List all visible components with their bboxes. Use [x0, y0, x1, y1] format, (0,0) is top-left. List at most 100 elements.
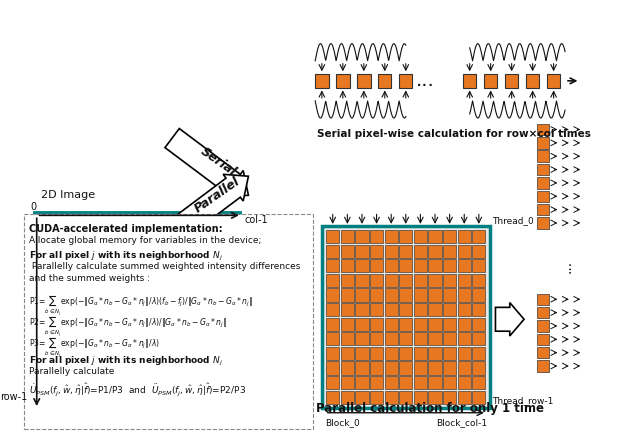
Bar	[472, 303, 485, 316]
Text: col-1: col-1	[245, 215, 268, 225]
Bar	[457, 376, 471, 389]
Bar	[355, 274, 368, 287]
Bar	[58, 365, 76, 381]
Bar	[505, 74, 518, 87]
Bar	[384, 317, 398, 331]
Bar	[414, 230, 427, 243]
Bar	[138, 273, 156, 289]
Bar	[197, 291, 215, 307]
Bar	[370, 245, 383, 258]
Bar	[370, 361, 383, 375]
FancyArrow shape	[165, 128, 248, 197]
Bar	[178, 236, 196, 252]
Bar	[78, 236, 96, 252]
Bar	[443, 274, 456, 287]
Bar	[355, 230, 368, 243]
Text: Parallelly calculate summed weighted intensity differences: Parallelly calculate summed weighted int…	[29, 262, 300, 271]
Bar	[457, 347, 471, 360]
Bar	[197, 328, 215, 344]
Bar	[457, 303, 471, 316]
Bar	[399, 303, 412, 316]
Bar	[158, 273, 176, 289]
Bar	[326, 303, 339, 316]
Bar	[414, 347, 427, 360]
Bar	[457, 274, 471, 287]
Bar	[414, 391, 427, 404]
Text: Parallel calculation for only 1 time: Parallel calculation for only 1 time	[316, 402, 543, 415]
Bar	[443, 332, 456, 345]
Bar	[98, 291, 116, 307]
Bar	[118, 383, 136, 400]
Bar	[178, 217, 196, 234]
Bar	[217, 328, 235, 344]
Bar	[472, 317, 485, 331]
Bar	[443, 245, 456, 258]
Bar	[118, 273, 136, 289]
Bar	[472, 259, 485, 273]
Bar	[537, 151, 549, 162]
Bar	[138, 217, 156, 234]
Bar	[38, 273, 56, 289]
Bar	[326, 289, 339, 301]
Text: and the summed weights :: and the summed weights :	[29, 274, 150, 282]
Bar	[341, 245, 354, 258]
Bar	[217, 383, 235, 400]
Bar	[472, 332, 485, 345]
Bar	[58, 383, 76, 400]
Bar	[355, 332, 368, 345]
Bar	[370, 259, 383, 273]
Text: Thread_0: Thread_0	[491, 217, 534, 226]
Bar	[472, 289, 485, 301]
Bar	[178, 309, 196, 326]
Bar	[38, 217, 56, 234]
Bar	[341, 289, 354, 301]
Bar	[58, 273, 76, 289]
Bar	[58, 236, 76, 252]
Text: Serial: Serial	[197, 145, 238, 179]
Bar	[197, 346, 215, 363]
Text: 0: 0	[31, 202, 37, 213]
Bar	[341, 347, 354, 360]
Bar	[158, 365, 176, 381]
Bar	[58, 328, 76, 344]
Bar	[197, 217, 215, 234]
Bar	[357, 74, 371, 87]
FancyArrow shape	[495, 303, 524, 336]
Bar	[118, 346, 136, 363]
Bar	[138, 309, 156, 326]
Bar	[399, 317, 412, 331]
Bar	[58, 309, 76, 326]
Bar	[326, 230, 339, 243]
Bar	[326, 317, 339, 331]
Bar	[384, 376, 398, 389]
Bar	[414, 376, 427, 389]
Bar	[472, 245, 485, 258]
Bar	[118, 328, 136, 344]
Text: Allocate global memory for variables in the device;: Allocate global memory for variables in …	[29, 236, 261, 245]
Bar	[355, 245, 368, 258]
Bar	[355, 347, 368, 360]
Bar	[178, 346, 196, 363]
Bar	[138, 383, 156, 400]
Bar	[443, 361, 456, 375]
Bar	[428, 259, 441, 273]
Bar	[384, 274, 398, 287]
Bar	[197, 309, 215, 326]
Bar	[428, 317, 441, 331]
Bar	[384, 245, 398, 258]
Bar	[326, 332, 339, 345]
Bar	[428, 391, 441, 404]
Bar	[547, 74, 560, 87]
Bar	[38, 365, 56, 381]
Bar	[326, 259, 339, 273]
Bar	[370, 376, 383, 389]
Bar	[158, 217, 176, 234]
Bar	[384, 303, 398, 316]
Bar	[341, 361, 354, 375]
Bar	[217, 309, 235, 326]
Bar	[472, 347, 485, 360]
Bar	[138, 365, 156, 381]
Bar	[158, 236, 176, 252]
Bar	[326, 347, 339, 360]
Text: CUDA-accelerated implementation:: CUDA-accelerated implementation:	[29, 224, 223, 234]
